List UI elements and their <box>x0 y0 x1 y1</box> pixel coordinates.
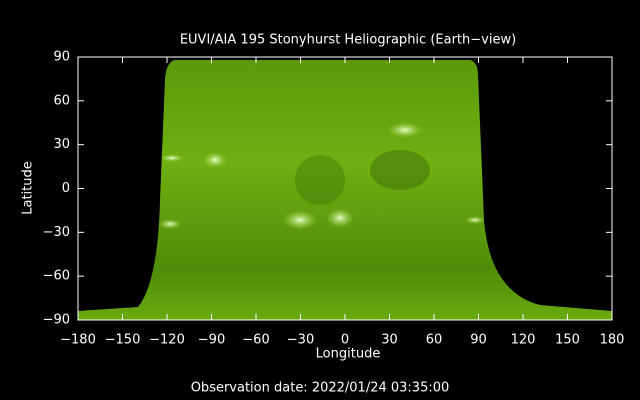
x-tick-label: −90 <box>198 333 225 348</box>
sun-map <box>78 60 612 320</box>
y-tick-label: 30 <box>53 137 70 152</box>
x-axis-label: Longitude <box>316 347 381 362</box>
x-tick-label: 150 <box>555 333 580 348</box>
y-tick-label: −60 <box>43 269 70 284</box>
x-tick-label: −150 <box>105 333 141 348</box>
y-tick-label: 60 <box>53 93 70 108</box>
x-tick-label: 90 <box>470 333 487 348</box>
y-tick-label: −90 <box>43 313 70 328</box>
y-axis-label: Latitude <box>21 161 36 215</box>
x-tick-label: 30 <box>381 333 398 348</box>
x-tick-label: −30 <box>287 333 314 348</box>
x-tick-label: 180 <box>600 333 625 348</box>
x-tick-label: −120 <box>149 333 185 348</box>
y-tick-label: 0 <box>62 181 70 196</box>
x-tick-label: 0 <box>341 333 349 348</box>
y-tick-label: 90 <box>53 50 70 65</box>
y-tick-label: −30 <box>43 225 70 240</box>
x-tick-label: 60 <box>426 333 443 348</box>
x-tick-label: −60 <box>242 333 269 348</box>
x-tick-label: 120 <box>511 333 536 348</box>
footer: Observation date: 2022/01/24 03:35:00 <box>191 381 450 396</box>
x-tick-label: −180 <box>60 333 96 348</box>
chart-title: EUVI/AIA 195 Stonyhurst Heliographic (Ea… <box>180 33 516 48</box>
